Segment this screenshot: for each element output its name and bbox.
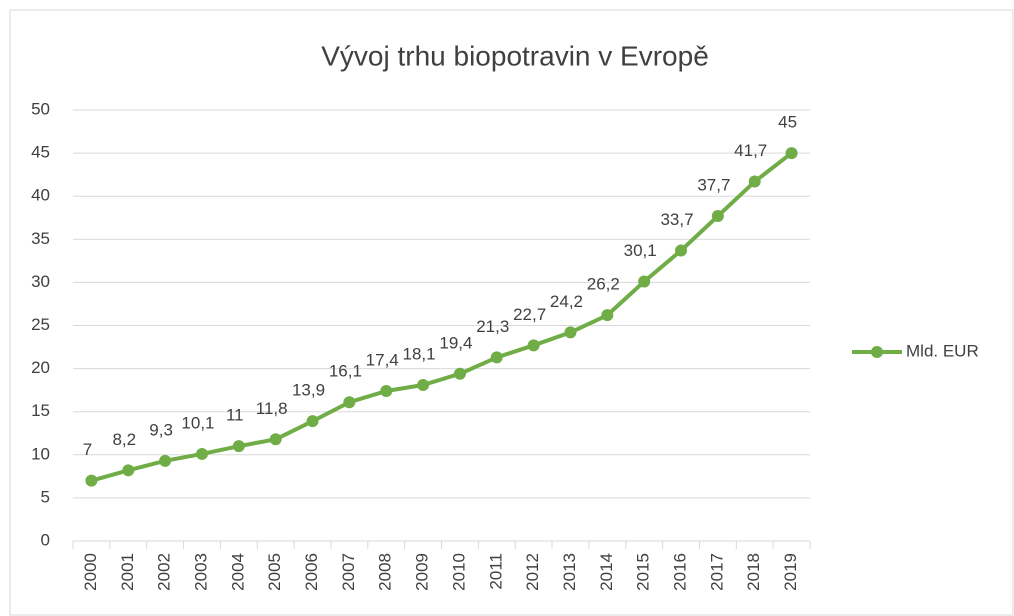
data-label: 41,7 xyxy=(734,141,767,160)
x-tick-label: 2010 xyxy=(449,553,468,591)
data-label: 37,7 xyxy=(697,176,730,195)
marker xyxy=(232,440,245,453)
chart-border xyxy=(9,9,1014,616)
data-label: 16,1 xyxy=(329,362,362,381)
marker xyxy=(785,147,798,160)
x-tick-label: 2009 xyxy=(413,553,432,591)
data-label: 21,3 xyxy=(476,317,509,336)
x-tick-label: 2005 xyxy=(265,553,284,591)
x-tick-label: 2018 xyxy=(744,553,763,591)
marker xyxy=(122,464,135,477)
legend-label: Mld. EUR xyxy=(906,341,979,360)
y-tick-label: 40 xyxy=(31,186,50,205)
data-label: 22,7 xyxy=(513,305,546,324)
y-tick-label: 0 xyxy=(41,530,50,549)
x-tick-label: 2002 xyxy=(155,553,174,591)
marker xyxy=(195,447,208,460)
data-label: 10,1 xyxy=(181,413,214,432)
marker xyxy=(527,339,540,352)
marker xyxy=(748,175,761,188)
data-label: 26,2 xyxy=(587,275,620,294)
data-label: 33,7 xyxy=(660,210,693,229)
data-label: 7 xyxy=(83,440,92,459)
data-label: 9,3 xyxy=(149,420,173,439)
marker xyxy=(159,454,172,467)
x-tick-label: 2006 xyxy=(302,553,321,591)
data-label: 30,1 xyxy=(624,241,657,260)
marker xyxy=(675,244,688,257)
x-tick-label: 2011 xyxy=(486,553,505,590)
y-tick-label: 20 xyxy=(31,358,50,377)
data-label: 18,1 xyxy=(403,344,436,363)
marker xyxy=(417,378,430,391)
x-tick-label: 2014 xyxy=(597,553,616,591)
marker xyxy=(564,326,577,339)
x-tick-label: 2004 xyxy=(228,553,247,591)
marker xyxy=(711,210,724,223)
line xyxy=(90,151,793,483)
data-label: 45 xyxy=(778,113,797,132)
marker xyxy=(601,309,614,322)
x-tick-label: 2000 xyxy=(81,553,100,591)
x-tick-label: 2008 xyxy=(376,553,395,591)
data-label: 17,4 xyxy=(366,350,399,369)
y-tick-label: 50 xyxy=(31,99,50,118)
marker xyxy=(343,396,356,409)
data-label: 8,2 xyxy=(112,430,136,449)
x-tick-label: 2007 xyxy=(339,553,358,591)
y-tick-label: 10 xyxy=(31,444,50,463)
y-tick-label: 30 xyxy=(31,272,50,291)
data-label: 13,9 xyxy=(292,381,325,400)
x-tick-label: 2017 xyxy=(707,553,726,591)
marker xyxy=(490,351,503,364)
x-tick-label: 2016 xyxy=(671,553,690,591)
marker xyxy=(453,367,466,380)
chart-title: Vývoj trhu biopotravin v Evropě xyxy=(321,40,709,71)
data-label: 11,8 xyxy=(256,399,288,418)
legend-marker xyxy=(871,346,883,358)
x-tick-label: 2012 xyxy=(523,553,542,591)
data-label: 11 xyxy=(226,406,244,425)
x-tick-label: 2003 xyxy=(191,553,210,591)
marker xyxy=(85,474,98,487)
x-tick-label: 2015 xyxy=(634,553,653,591)
y-tick-label: 45 xyxy=(31,143,50,162)
data-label: 19,4 xyxy=(439,333,472,352)
y-tick-label: 15 xyxy=(31,401,50,420)
data-label: 24,2 xyxy=(550,292,583,311)
marker xyxy=(380,385,393,398)
marker xyxy=(638,275,651,288)
y-tick-label: 25 xyxy=(31,315,50,334)
marker xyxy=(306,415,319,428)
y-tick-label: 35 xyxy=(31,229,50,248)
marker xyxy=(269,433,282,446)
y-tick-label: 5 xyxy=(41,487,50,506)
x-tick-label: 2013 xyxy=(560,553,579,591)
x-tick-label: 2019 xyxy=(781,553,800,591)
x-tick-label: 2001 xyxy=(118,553,137,591)
